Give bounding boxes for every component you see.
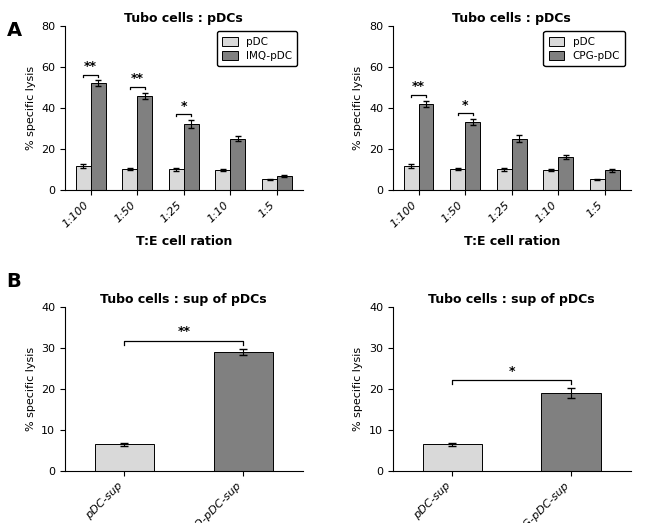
Bar: [422, 444, 482, 471]
Bar: [605, 170, 620, 190]
Bar: [75, 166, 90, 190]
Y-axis label: % specific lysis: % specific lysis: [354, 347, 363, 431]
Bar: [169, 169, 184, 190]
Bar: [137, 96, 152, 190]
Bar: [216, 170, 230, 190]
Text: A: A: [6, 21, 21, 40]
Bar: [122, 169, 137, 190]
Bar: [543, 170, 558, 190]
Bar: [465, 122, 480, 190]
Bar: [541, 393, 601, 471]
Text: B: B: [6, 272, 21, 291]
Title: Tubo cells : sup of pDCs: Tubo cells : sup of pDCs: [101, 293, 267, 306]
Bar: [404, 166, 419, 190]
Bar: [450, 169, 465, 190]
Y-axis label: % specific lysis: % specific lysis: [25, 347, 36, 431]
Text: *: *: [181, 100, 187, 113]
X-axis label: T:E cell ration: T:E cell ration: [136, 235, 232, 248]
Text: *: *: [462, 99, 469, 112]
Text: **: **: [84, 60, 97, 73]
X-axis label: T:E cell ration: T:E cell ration: [463, 235, 560, 248]
Text: **: **: [177, 325, 190, 338]
Bar: [590, 179, 605, 190]
Bar: [90, 83, 105, 190]
Legend: pDC, IMQ-pDC: pDC, IMQ-pDC: [217, 31, 298, 66]
Text: *: *: [508, 365, 515, 378]
Title: Tubo cells : pDCs: Tubo cells : pDCs: [452, 12, 571, 25]
Legend: pDC, CPG-pDC: pDC, CPG-pDC: [543, 31, 625, 66]
Bar: [230, 139, 245, 190]
Bar: [497, 169, 512, 190]
Bar: [558, 157, 573, 190]
Bar: [95, 444, 154, 471]
Bar: [277, 176, 292, 190]
Bar: [184, 124, 199, 190]
Text: **: **: [131, 72, 144, 85]
Y-axis label: % specific lysis: % specific lysis: [25, 66, 36, 150]
Text: **: **: [412, 81, 425, 94]
Title: Tubo cells : sup of pDCs: Tubo cells : sup of pDCs: [428, 293, 595, 306]
Title: Tubo cells : pDCs: Tubo cells : pDCs: [124, 12, 243, 25]
Y-axis label: % specific lysis: % specific lysis: [354, 66, 363, 150]
Bar: [262, 179, 277, 190]
Bar: [419, 104, 434, 190]
Bar: [512, 139, 526, 190]
Bar: [213, 352, 273, 471]
